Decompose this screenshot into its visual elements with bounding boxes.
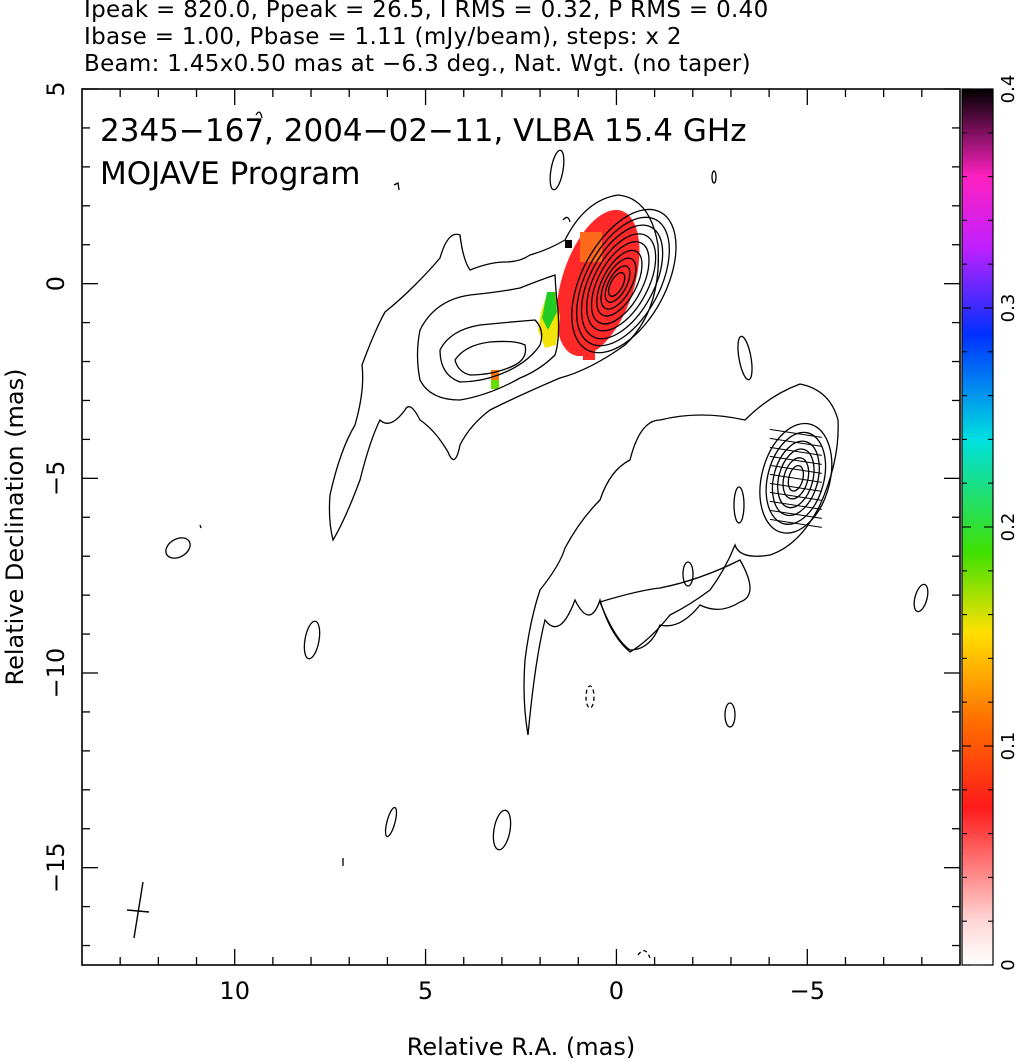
plot-frame <box>81 88 961 966</box>
polarization-vector <box>769 464 822 474</box>
noise-island <box>711 170 717 184</box>
outer-contour-main <box>328 194 660 542</box>
axis-ticks <box>82 88 960 965</box>
core-contour-ring <box>596 249 643 317</box>
header-line-2: Ibase = 1.00, Pbase = 1.11 (mJy/beam), s… <box>84 24 682 50</box>
y-tick-label: 0 <box>42 276 70 291</box>
noise-contours <box>165 111 929 959</box>
y-tick-label: −10 <box>42 648 70 699</box>
noise-island <box>303 620 321 660</box>
polarization-vector <box>769 428 822 438</box>
polarization-vector <box>769 518 822 528</box>
x-tick-labels: 10 5 0 −5 <box>219 977 825 1005</box>
noise-island <box>384 806 398 838</box>
polarization-vector <box>769 509 822 519</box>
core-contour-ring <box>590 241 650 325</box>
polarization-vector <box>769 482 822 492</box>
core-contour-ring <box>607 272 626 297</box>
noise-island <box>549 149 565 191</box>
colorbar-tick-label: 0.1 <box>998 732 1019 761</box>
jet-contour-3 <box>439 319 543 383</box>
core-contour-ring <box>576 216 670 347</box>
x-tick-label: 5 <box>418 977 433 1005</box>
noise-island <box>165 537 191 559</box>
component-contour-ring <box>787 464 805 492</box>
colorbar-tick-label: 0.4 <box>998 75 1019 104</box>
polarization-vector <box>769 455 822 465</box>
noise-island <box>913 583 929 613</box>
jet-contour-2 <box>416 274 560 401</box>
colorbar-tick-label: 0 <box>998 959 1019 970</box>
component-contour-ring <box>759 422 833 534</box>
colorbar-tick-labels: 0 0.1 0.2 0.3 0.4 <box>998 75 1019 971</box>
lower-jet-contour <box>523 383 839 736</box>
colorbar-ticks <box>962 88 993 966</box>
core-contour-ring <box>604 265 631 303</box>
polarization-vector <box>769 437 822 447</box>
component-contour-ring <box>765 431 827 525</box>
negative-contour <box>637 950 651 959</box>
y-axis-label: Relative Declination (mas) <box>1 368 29 685</box>
noise-island <box>682 561 694 587</box>
y-tick-label: −15 <box>42 842 70 893</box>
component-contour-ring <box>782 457 810 500</box>
polarization-vector <box>769 446 822 456</box>
noise-island <box>393 182 400 191</box>
colorbar-tick-label: 0.2 <box>998 513 1019 542</box>
y-tick-label: −5 <box>42 461 70 496</box>
header-line-3: Beam: 1.45x0.50 mas at −6.3 deg., Nat. W… <box>84 51 751 77</box>
beam-minor-axis <box>126 909 150 913</box>
beam-marker <box>126 881 150 939</box>
panel-subtitle: MOJAVE Program <box>100 156 360 192</box>
panel-title: 2345−167, 2004−02−11, VLBA 15.4 GHz <box>100 113 746 149</box>
core-contour-ring <box>600 257 637 310</box>
polarization-vector <box>769 473 822 483</box>
noise-island <box>724 702 736 728</box>
noise-island <box>737 335 753 381</box>
lower-tail-contour <box>599 559 751 651</box>
x-axis-label: Relative R.A. (mas) <box>407 1033 635 1061</box>
jet-contour-4 <box>454 340 527 376</box>
noise-island <box>733 486 745 524</box>
x-tick-label: −5 <box>790 977 825 1005</box>
component-contour-ring <box>777 448 815 509</box>
core-contour-ring <box>571 208 677 354</box>
negative-contour <box>585 685 595 709</box>
core-contour-rings <box>571 208 677 354</box>
polarization-vector <box>769 500 822 510</box>
core-contour-ring <box>580 224 664 340</box>
jet-polarization-green <box>542 292 557 330</box>
x-tick-label: 0 <box>609 977 624 1005</box>
core-contour-ring <box>586 233 657 332</box>
polarization-vector <box>769 491 822 501</box>
noise-island <box>562 216 571 223</box>
colorbar-tick-label: 0.3 <box>998 294 1019 323</box>
y-tick-label: 5 <box>42 81 70 96</box>
intensity-contours <box>328 194 839 736</box>
component-contour-rings <box>759 422 833 534</box>
knot-polarization-green <box>491 380 499 389</box>
component-contour-ring <box>771 440 820 517</box>
noise-island <box>199 524 202 529</box>
x-tick-label: 10 <box>219 977 250 1005</box>
pol-peak-black <box>565 240 572 248</box>
y-tick-labels: 5 0 −5 −10 −15 <box>42 81 70 893</box>
header-line-1: Ipeak = 820.0, Ppeak = 26.5, I RMS = 0.3… <box>84 0 769 23</box>
noise-island <box>255 111 263 119</box>
knot-polarization-orange <box>491 370 499 380</box>
beam-major-axis <box>133 881 144 939</box>
noise-island <box>492 809 512 851</box>
